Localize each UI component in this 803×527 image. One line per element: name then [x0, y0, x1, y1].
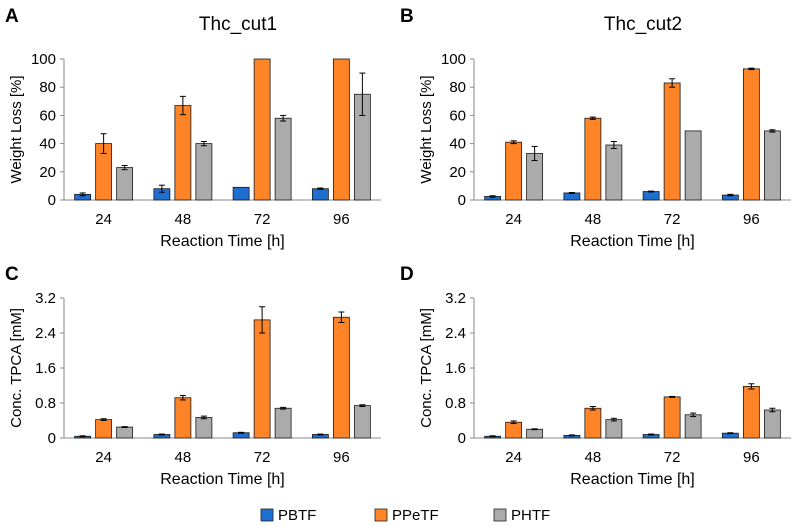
y-axis-label: Weight Loss [%]: [418, 75, 435, 183]
x-tick-label: 96: [743, 211, 760, 228]
bar-ppetf-96: [742, 385, 760, 439]
y-tick-label: 40: [449, 136, 466, 153]
x-tick-label: 24: [505, 449, 522, 466]
bar-ppetf-48: [174, 397, 192, 439]
bar-pbtf-72: [642, 191, 660, 201]
x-axis-label: Reaction Time [h]: [570, 233, 695, 250]
x-axis-label: Reaction Time [h]: [160, 471, 285, 488]
panel-letter-d: D: [400, 264, 414, 285]
y-axis-label: Weight Loss [%]: [8, 75, 25, 183]
bar-ppetf-48: [584, 117, 602, 201]
chart-panel-c: C 0 0.8 1.6 2.4 3.2 Conc. TPCA [mM] 24 48 72 96 Rea…: [5, 264, 381, 488]
bar-ppetf-48: [584, 407, 602, 439]
legend-label-pbtf: PBTF: [278, 507, 316, 524]
bar-phtf-96: [763, 409, 781, 439]
bar-ppetf-24: [505, 421, 523, 439]
bar-phtf-48: [605, 419, 623, 439]
bar-ppetf-96: [332, 58, 350, 201]
y-tick-label: 0: [48, 192, 56, 209]
y-tick-label: 20: [449, 164, 466, 181]
bar-phtf-72: [274, 407, 292, 439]
chart-panel-d: D 0 0.8 1.6 2.4 3.2 Conc. TPCA [mM] 24 48 72 96 Rea…: [400, 264, 791, 488]
x-tick-label: 72: [664, 211, 681, 228]
y-tick-label: 80: [39, 79, 56, 96]
bar-phtf-72: [684, 130, 702, 201]
legend-swatch-ppetf: [374, 508, 388, 522]
bar-phtf-48: [195, 417, 213, 439]
bar-ppetf-24: [505, 141, 523, 201]
bar-phtf-96: [353, 405, 371, 439]
panels: A Thc_cut1 0 20 40 60 80 100 Weight Loss [%] 24 48…: [5, 6, 791, 488]
y-axis-label: Conc. TPCA [mM]: [418, 308, 435, 428]
x-axis-label: Reaction Time [h]: [570, 471, 695, 488]
y-tick-label: 100: [31, 51, 56, 68]
x-tick-label: 48: [175, 449, 192, 466]
bar-ppetf-48: [174, 105, 192, 201]
bar-ppetf-24: [95, 419, 113, 439]
x-tick-label: 48: [175, 211, 192, 228]
y-tick-label: 1.6: [35, 360, 56, 377]
bar-ppetf-72: [253, 319, 271, 439]
x-tick-label: 72: [664, 449, 681, 466]
y-tick-label: 20: [39, 164, 56, 181]
bar-phtf-72: [684, 414, 702, 439]
y-tick-label: 2.4: [35, 325, 56, 342]
y-tick-label: 0: [458, 192, 466, 209]
bar-phtf-96: [763, 130, 781, 201]
x-tick-label: 96: [333, 449, 350, 466]
bar-ppetf-72: [663, 82, 681, 201]
legend-swatch-phtf: [493, 508, 507, 522]
bar-pbtf-72: [232, 186, 250, 201]
x-tick-label: 48: [585, 449, 602, 466]
chart-panel-a: A Thc_cut1 0 20 40 60 80 100 Weight Loss [%] 24 48…: [5, 6, 381, 250]
bar-phtf-72: [274, 117, 292, 201]
x-tick-label: 96: [743, 449, 760, 466]
legend: PBTF PPeTF PHTF: [260, 507, 550, 524]
legend-label-phtf: PHTF: [511, 507, 550, 524]
x-tick-label: 24: [505, 211, 522, 228]
chart-title-b: Thc_cut2: [604, 14, 682, 35]
legend-swatch-pbtf: [260, 508, 274, 522]
y-tick-label: 3.2: [445, 290, 466, 307]
x-tick-label: 24: [95, 211, 112, 228]
bar-phtf-48: [195, 143, 213, 201]
bar-phtf-24: [116, 426, 134, 439]
x-tick-label: 72: [254, 211, 271, 228]
panel-letter-c: C: [5, 264, 19, 285]
y-axis-label: Conc. TPCA [mM]: [8, 308, 25, 428]
y-tick-label: 0.8: [35, 395, 56, 412]
y-tick-label: 60: [449, 107, 466, 124]
bar-pbtf-96: [311, 188, 329, 201]
y-tick-label: 0: [48, 430, 56, 447]
y-tick-label: 0: [458, 430, 466, 447]
bar-ppetf-72: [663, 396, 681, 439]
bar-pbtf-48: [563, 192, 581, 201]
x-tick-label: 72: [254, 449, 271, 466]
x-tick-label: 24: [95, 449, 112, 466]
legend-label-ppetf: PPeTF: [392, 507, 439, 524]
y-tick-label: 80: [449, 79, 466, 96]
panel-letter-a: A: [5, 6, 19, 27]
y-tick-label: 0.8: [445, 395, 466, 412]
bar-ppetf-96: [742, 68, 760, 201]
y-tick-label: 3.2: [35, 290, 56, 307]
bar-ppetf-96: [332, 316, 350, 439]
bar-phtf-24: [116, 167, 134, 201]
chart-title-a: Thc_cut1: [199, 14, 277, 35]
chart-panel-b: B Thc_cut2 0 20 40 60 80 100 Weight Loss [%] 24 48…: [400, 6, 791, 250]
bar-ppetf-72: [253, 58, 271, 201]
bar-phtf-24: [526, 428, 544, 439]
y-tick-label: 100: [441, 51, 466, 68]
bar-phtf-48: [605, 144, 623, 201]
x-tick-label: 96: [333, 211, 350, 228]
y-tick-label: 2.4: [445, 325, 466, 342]
y-tick-label: 40: [39, 136, 56, 153]
x-axis-label: Reaction Time [h]: [160, 233, 285, 250]
y-tick-label: 60: [39, 107, 56, 124]
x-tick-label: 48: [585, 211, 602, 228]
panel-letter-b: B: [400, 6, 414, 27]
y-tick-label: 1.6: [445, 360, 466, 377]
